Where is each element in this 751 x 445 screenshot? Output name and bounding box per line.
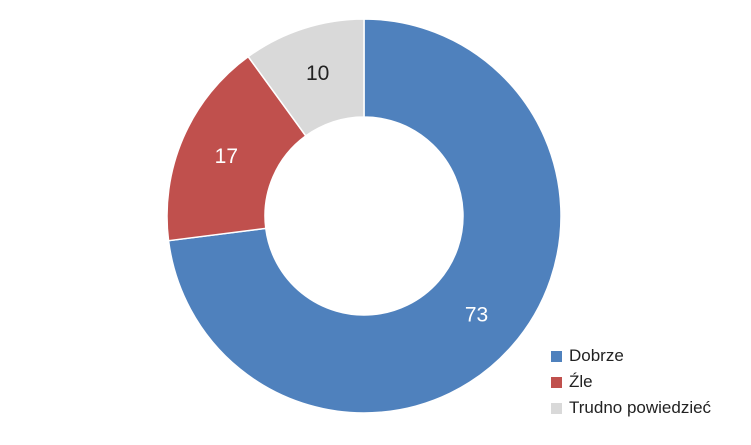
data-label-zle: 17	[215, 145, 238, 168]
slice-dobrze	[167, 18, 562, 414]
data-labels: 73 17 10	[215, 62, 489, 327]
legend-item-dobrze: Dobrze	[551, 343, 711, 369]
legend-swatch-dobrze	[551, 350, 562, 362]
slice-trudno-powiedziec	[247, 18, 365, 137]
slices	[166, 18, 562, 414]
legend: Dobrze Źle Trudno powiedzieć	[551, 343, 711, 421]
slice-zle	[166, 55, 307, 242]
data-label-trudno-powiedziec: 10	[306, 62, 329, 85]
legend-item-trudno-powiedziec: Trudno powiedzieć	[551, 395, 711, 421]
legend-item-zle: Źle	[551, 369, 711, 395]
legend-swatch-zle	[551, 376, 562, 388]
data-label-dobrze: 73	[465, 304, 488, 327]
legend-label-trudno-powiedziec: Trudno powiedzieć	[569, 398, 712, 417]
legend-swatch-trudno-powiedziec	[551, 402, 562, 414]
legend-label-dobrze: Dobrze	[569, 346, 624, 365]
legend-label-zle: Źle	[569, 372, 593, 391]
